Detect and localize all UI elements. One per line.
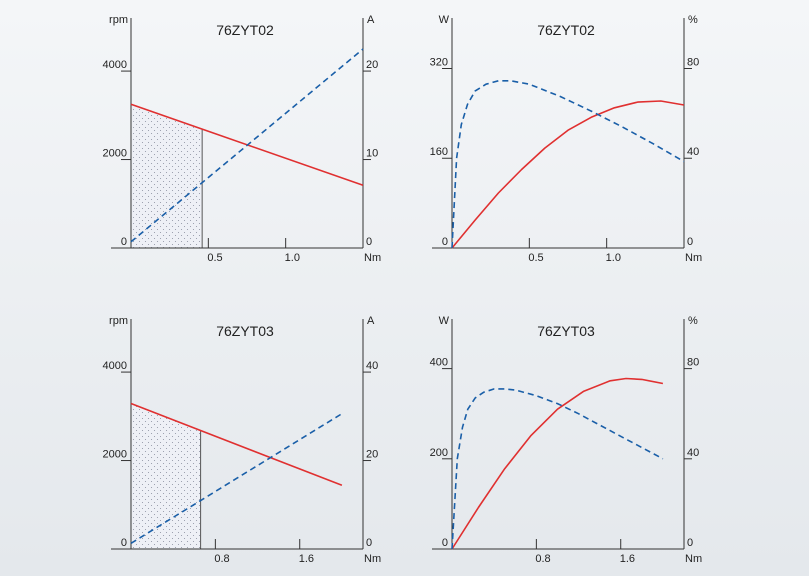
x-tick-label: 0.8 [535, 553, 550, 565]
right-axis-unit: A [367, 14, 375, 26]
right-tick-label: 0 [366, 236, 372, 248]
dashed-right-series-line [451, 388, 664, 550]
right-tick-label: 0 [366, 537, 372, 549]
x-axis-label: Nm [685, 553, 702, 565]
right-tick-label: 40 [687, 146, 699, 158]
chart-76zyt02-speed-current: 0 2000 4000 0 10 20 0.5 1.0 rpm A Nm 76ZYT02 [103, 14, 382, 264]
right-tick-label: 80 [687, 357, 699, 369]
left-tick-label: 0 [121, 236, 127, 248]
left-tick-label: 4000 [103, 360, 127, 372]
left-axis-unit: rpm [109, 315, 128, 327]
right-tick-label: 10 [366, 148, 378, 160]
solid-left-series-line [130, 402, 343, 487]
left-axis-unit: W [439, 315, 450, 327]
left-axis-unit: W [439, 14, 450, 26]
chart-76zyt03-speed-current: 0 2000 4000 0 20 40 0.8 1.6 rpm A Nm 76ZYT03 [103, 315, 382, 565]
left-tick-label: 0 [121, 537, 127, 549]
dashed-right-series-line [130, 413, 343, 544]
left-tick-label: 400 [430, 357, 448, 369]
right-tick-label: 20 [366, 449, 378, 461]
x-tick-label: 1.0 [285, 252, 300, 264]
left-tick-label: 0 [442, 537, 448, 549]
right-axis-unit: % [688, 14, 698, 26]
left-tick-label: 320 [430, 56, 448, 68]
right-tick-label: 40 [366, 360, 378, 372]
chart-title: 76ZYT03 [216, 323, 274, 339]
chart-76zyt03-power-efficiency: 0 200 400 0 40 80 0.8 1.6 W % Nm 76ZYT03 [430, 315, 702, 565]
chart-title: 76ZYT02 [216, 22, 274, 38]
x-tick-label: 0.8 [214, 553, 229, 565]
left-tick-label: 4000 [103, 59, 127, 71]
left-tick-label: 2000 [103, 449, 127, 461]
dashed-right-series-line [451, 80, 685, 249]
x-axis-label: Nm [364, 553, 381, 565]
x-axis-label: Nm [685, 252, 702, 264]
x-tick-label: 1.0 [606, 252, 621, 264]
left-tick-label: 200 [430, 447, 448, 459]
x-axis-label: Nm [364, 252, 381, 264]
shaded-operating-region [131, 403, 201, 549]
right-tick-label: 80 [687, 56, 699, 68]
right-tick-label: 40 [687, 447, 699, 459]
x-tick-label: 1.6 [620, 553, 635, 565]
left-tick-label: 0 [442, 236, 448, 248]
left-tick-label: 2000 [103, 148, 127, 160]
x-tick-label: 0.5 [207, 252, 222, 264]
x-tick-label: 1.6 [299, 553, 314, 565]
x-tick-label: 0.5 [528, 252, 543, 264]
chart-title: 76ZYT03 [537, 323, 595, 339]
chart-76zyt02-power-efficiency: 0 160 320 0 40 80 0.5 1.0 W % Nm 76ZYT02 [430, 14, 702, 264]
solid-left-series-line [451, 100, 685, 249]
chart-title: 76ZYT02 [537, 22, 595, 38]
shaded-operating-region [131, 104, 203, 248]
dashed-right-series-line [130, 48, 364, 243]
right-tick-label: 0 [687, 236, 693, 248]
right-tick-label: 0 [687, 537, 693, 549]
right-axis-unit: % [688, 315, 698, 327]
left-tick-label: 160 [430, 146, 448, 158]
right-axis-unit: A [367, 315, 375, 327]
right-tick-label: 20 [366, 59, 378, 71]
solid-left-series-line [451, 377, 664, 550]
left-axis-unit: rpm [109, 14, 128, 26]
